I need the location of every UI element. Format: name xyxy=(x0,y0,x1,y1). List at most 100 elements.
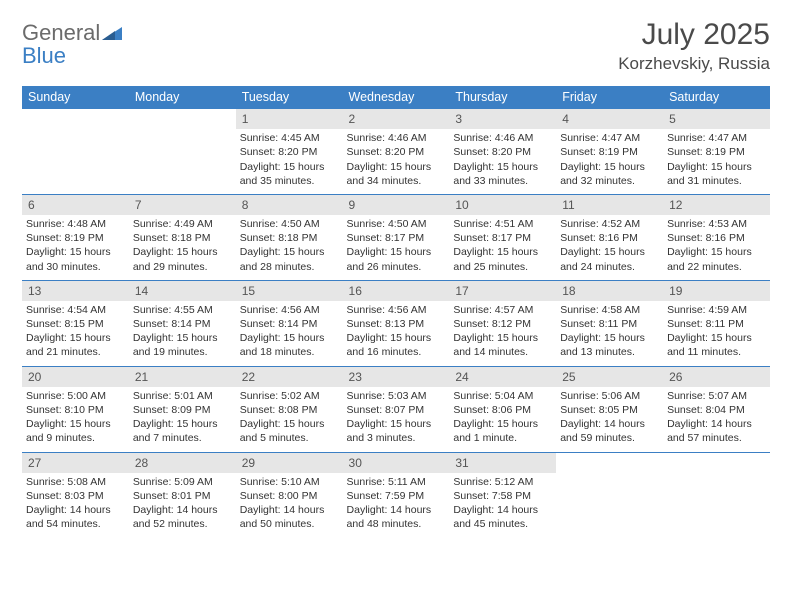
sunset-text: Sunset: 8:18 PM xyxy=(240,231,339,245)
daylight-text: Daylight: 15 hours and 1 minute. xyxy=(453,417,552,445)
calendar-week-row: 27Sunrise: 5:08 AMSunset: 8:03 PMDayligh… xyxy=(22,452,770,537)
sunrise-text: Sunrise: 4:56 AM xyxy=(347,303,446,317)
sunset-text: Sunset: 8:15 PM xyxy=(26,317,125,331)
daylight-text: Daylight: 15 hours and 21 minutes. xyxy=(26,331,125,359)
daylight-text: Daylight: 14 hours and 52 minutes. xyxy=(133,503,232,531)
sunset-text: Sunset: 8:05 PM xyxy=(560,403,659,417)
sunrise-text: Sunrise: 4:48 AM xyxy=(26,217,125,231)
sunrise-text: Sunrise: 5:10 AM xyxy=(240,475,339,489)
sunset-text: Sunset: 8:17 PM xyxy=(347,231,446,245)
calendar-day-cell: 1Sunrise: 4:45 AMSunset: 8:20 PMDaylight… xyxy=(236,109,343,195)
calendar-week-row: 13Sunrise: 4:54 AMSunset: 8:15 PMDayligh… xyxy=(22,280,770,366)
calendar-day-cell: 13 Sunrise: 4:54 AMSunset: 8:15 PMDayligh… xyxy=(22,280,129,366)
sunset-text: Sunset: 8:01 PM xyxy=(133,489,232,503)
location-subtitle: Korzhevskiy, Russia xyxy=(618,54,770,74)
calendar-empty-cell xyxy=(663,452,770,537)
sunset-text: Sunset: 8:12 PM xyxy=(453,317,552,331)
sunrise-text: Sunrise: 4:50 AM xyxy=(240,217,339,231)
calendar-day-cell: 14Sunrise: 4:55 AMSunset: 8:14 PMDayligh… xyxy=(129,280,236,366)
sunset-text: Sunset: 8:19 PM xyxy=(26,231,125,245)
sunset-text: Sunset: 8:17 PM xyxy=(453,231,552,245)
daylight-text: Daylight: 15 hours and 16 minutes. xyxy=(347,331,446,359)
calendar-day-cell: 6Sunrise: 4:48 AMSunset: 8:19 PMDaylight… xyxy=(22,194,129,280)
daylight-text: Daylight: 15 hours and 32 minutes. xyxy=(560,160,659,188)
day-number: 17 xyxy=(449,281,556,301)
calendar-day-cell: 3Sunrise: 4:46 AMSunset: 8:20 PMDaylight… xyxy=(449,109,556,195)
sunrise-text: Sunrise: 5:02 AM xyxy=(240,389,339,403)
daylight-text: Daylight: 15 hours and 29 minutes. xyxy=(133,245,232,273)
sunrise-text: Sunrise: 4:57 AM xyxy=(453,303,552,317)
sunrise-text: Sunrise: 4:52 AM xyxy=(560,217,659,231)
brand-triangle-icon xyxy=(102,27,122,44)
daylight-text: Daylight: 15 hours and 13 minutes. xyxy=(560,331,659,359)
sunrise-text: Sunrise: 4:53 AM xyxy=(667,217,766,231)
sunrise-text: Sunrise: 5:04 AM xyxy=(453,389,552,403)
daylight-text: Daylight: 15 hours and 3 minutes. xyxy=(347,417,446,445)
daylight-text: Daylight: 14 hours and 50 minutes. xyxy=(240,503,339,531)
day-number: 3 xyxy=(449,109,556,129)
calendar-day-cell: 10Sunrise: 4:51 AMSunset: 8:17 PMDayligh… xyxy=(449,194,556,280)
daylight-text: Daylight: 15 hours and 28 minutes. xyxy=(240,245,339,273)
sunrise-text: Sunrise: 4:54 AM xyxy=(26,303,125,317)
day-number: 27 xyxy=(22,453,129,473)
sunrise-text: Sunrise: 5:12 AM xyxy=(453,475,552,489)
day-number: 11 xyxy=(556,195,663,215)
sunset-text: Sunset: 8:19 PM xyxy=(667,145,766,159)
sunset-text: Sunset: 8:14 PM xyxy=(240,317,339,331)
daylight-text: Daylight: 15 hours and 35 minutes. xyxy=(240,160,339,188)
calendar-day-cell: 24Sunrise: 5:04 AMSunset: 8:06 PMDayligh… xyxy=(449,366,556,452)
calendar-week-row: 20Sunrise: 5:00 AMSunset: 8:10 PMDayligh… xyxy=(22,366,770,452)
day-header: Thursday xyxy=(449,86,556,109)
brand-name-2: Blue xyxy=(22,43,66,68)
day-number: 31 xyxy=(449,453,556,473)
sunrise-text: Sunrise: 4:46 AM xyxy=(347,131,446,145)
sunrise-text: Sunrise: 4:50 AM xyxy=(347,217,446,231)
calendar-day-cell: 22Sunrise: 5:02 AMSunset: 8:08 PMDayligh… xyxy=(236,366,343,452)
daylight-text: Daylight: 15 hours and 24 minutes. xyxy=(560,245,659,273)
calendar-week-row: 1Sunrise: 4:45 AMSunset: 8:20 PMDaylight… xyxy=(22,109,770,195)
daylight-text: Daylight: 15 hours and 25 minutes. xyxy=(453,245,552,273)
day-number: 4 xyxy=(556,109,663,129)
day-number: 6 xyxy=(22,195,129,215)
sunset-text: Sunset: 8:11 PM xyxy=(560,317,659,331)
sunset-text: Sunset: 8:13 PM xyxy=(347,317,446,331)
calendar-day-cell: 9Sunrise: 4:50 AMSunset: 8:17 PMDaylight… xyxy=(343,194,450,280)
daylight-text: Daylight: 15 hours and 7 minutes. xyxy=(133,417,232,445)
calendar-day-cell: 29Sunrise: 5:10 AMSunset: 8:00 PMDayligh… xyxy=(236,452,343,537)
sunset-text: Sunset: 8:10 PM xyxy=(26,403,125,417)
daylight-text: Daylight: 14 hours and 59 minutes. xyxy=(560,417,659,445)
sunset-text: Sunset: 8:20 PM xyxy=(453,145,552,159)
sunrise-text: Sunrise: 5:11 AM xyxy=(347,475,446,489)
sunset-text: Sunset: 7:59 PM xyxy=(347,489,446,503)
day-number: 24 xyxy=(449,367,556,387)
sunset-text: Sunset: 7:58 PM xyxy=(453,489,552,503)
day-number: 21 xyxy=(129,367,236,387)
day-number: 2 xyxy=(343,109,450,129)
day-number: 13 xyxy=(22,281,129,301)
sunset-text: Sunset: 8:09 PM xyxy=(133,403,232,417)
day-number: 15 xyxy=(236,281,343,301)
daylight-text: Daylight: 15 hours and 9 minutes. xyxy=(26,417,125,445)
daylight-text: Daylight: 15 hours and 31 minutes. xyxy=(667,160,766,188)
day-number: 22 xyxy=(236,367,343,387)
calendar-day-cell: 18Sunrise: 4:58 AMSunset: 8:11 PMDayligh… xyxy=(556,280,663,366)
calendar-day-cell: 27Sunrise: 5:08 AMSunset: 8:03 PMDayligh… xyxy=(22,452,129,537)
daylight-text: Daylight: 15 hours and 5 minutes. xyxy=(240,417,339,445)
calendar-empty-cell xyxy=(22,109,129,195)
sunrise-text: Sunrise: 5:00 AM xyxy=(26,389,125,403)
sunrise-text: Sunrise: 5:01 AM xyxy=(133,389,232,403)
day-number: 8 xyxy=(236,195,343,215)
day-number: 19 xyxy=(663,281,770,301)
sunset-text: Sunset: 8:19 PM xyxy=(560,145,659,159)
sunrise-text: Sunrise: 4:46 AM xyxy=(453,131,552,145)
day-number: 20 xyxy=(22,367,129,387)
day-header: Tuesday xyxy=(236,86,343,109)
sunrise-text: Sunrise: 5:08 AM xyxy=(26,475,125,489)
day-header: Monday xyxy=(129,86,236,109)
calendar-day-cell: 11Sunrise: 4:52 AMSunset: 8:16 PMDayligh… xyxy=(556,194,663,280)
sunset-text: Sunset: 8:20 PM xyxy=(347,145,446,159)
calendar-day-cell: 2Sunrise: 4:46 AMSunset: 8:20 PMDaylight… xyxy=(343,109,450,195)
daylight-text: Daylight: 15 hours and 19 minutes. xyxy=(133,331,232,359)
brand-logo: General Blue xyxy=(22,18,122,68)
calendar-day-cell: 5Sunrise: 4:47 AMSunset: 8:19 PMDaylight… xyxy=(663,109,770,195)
